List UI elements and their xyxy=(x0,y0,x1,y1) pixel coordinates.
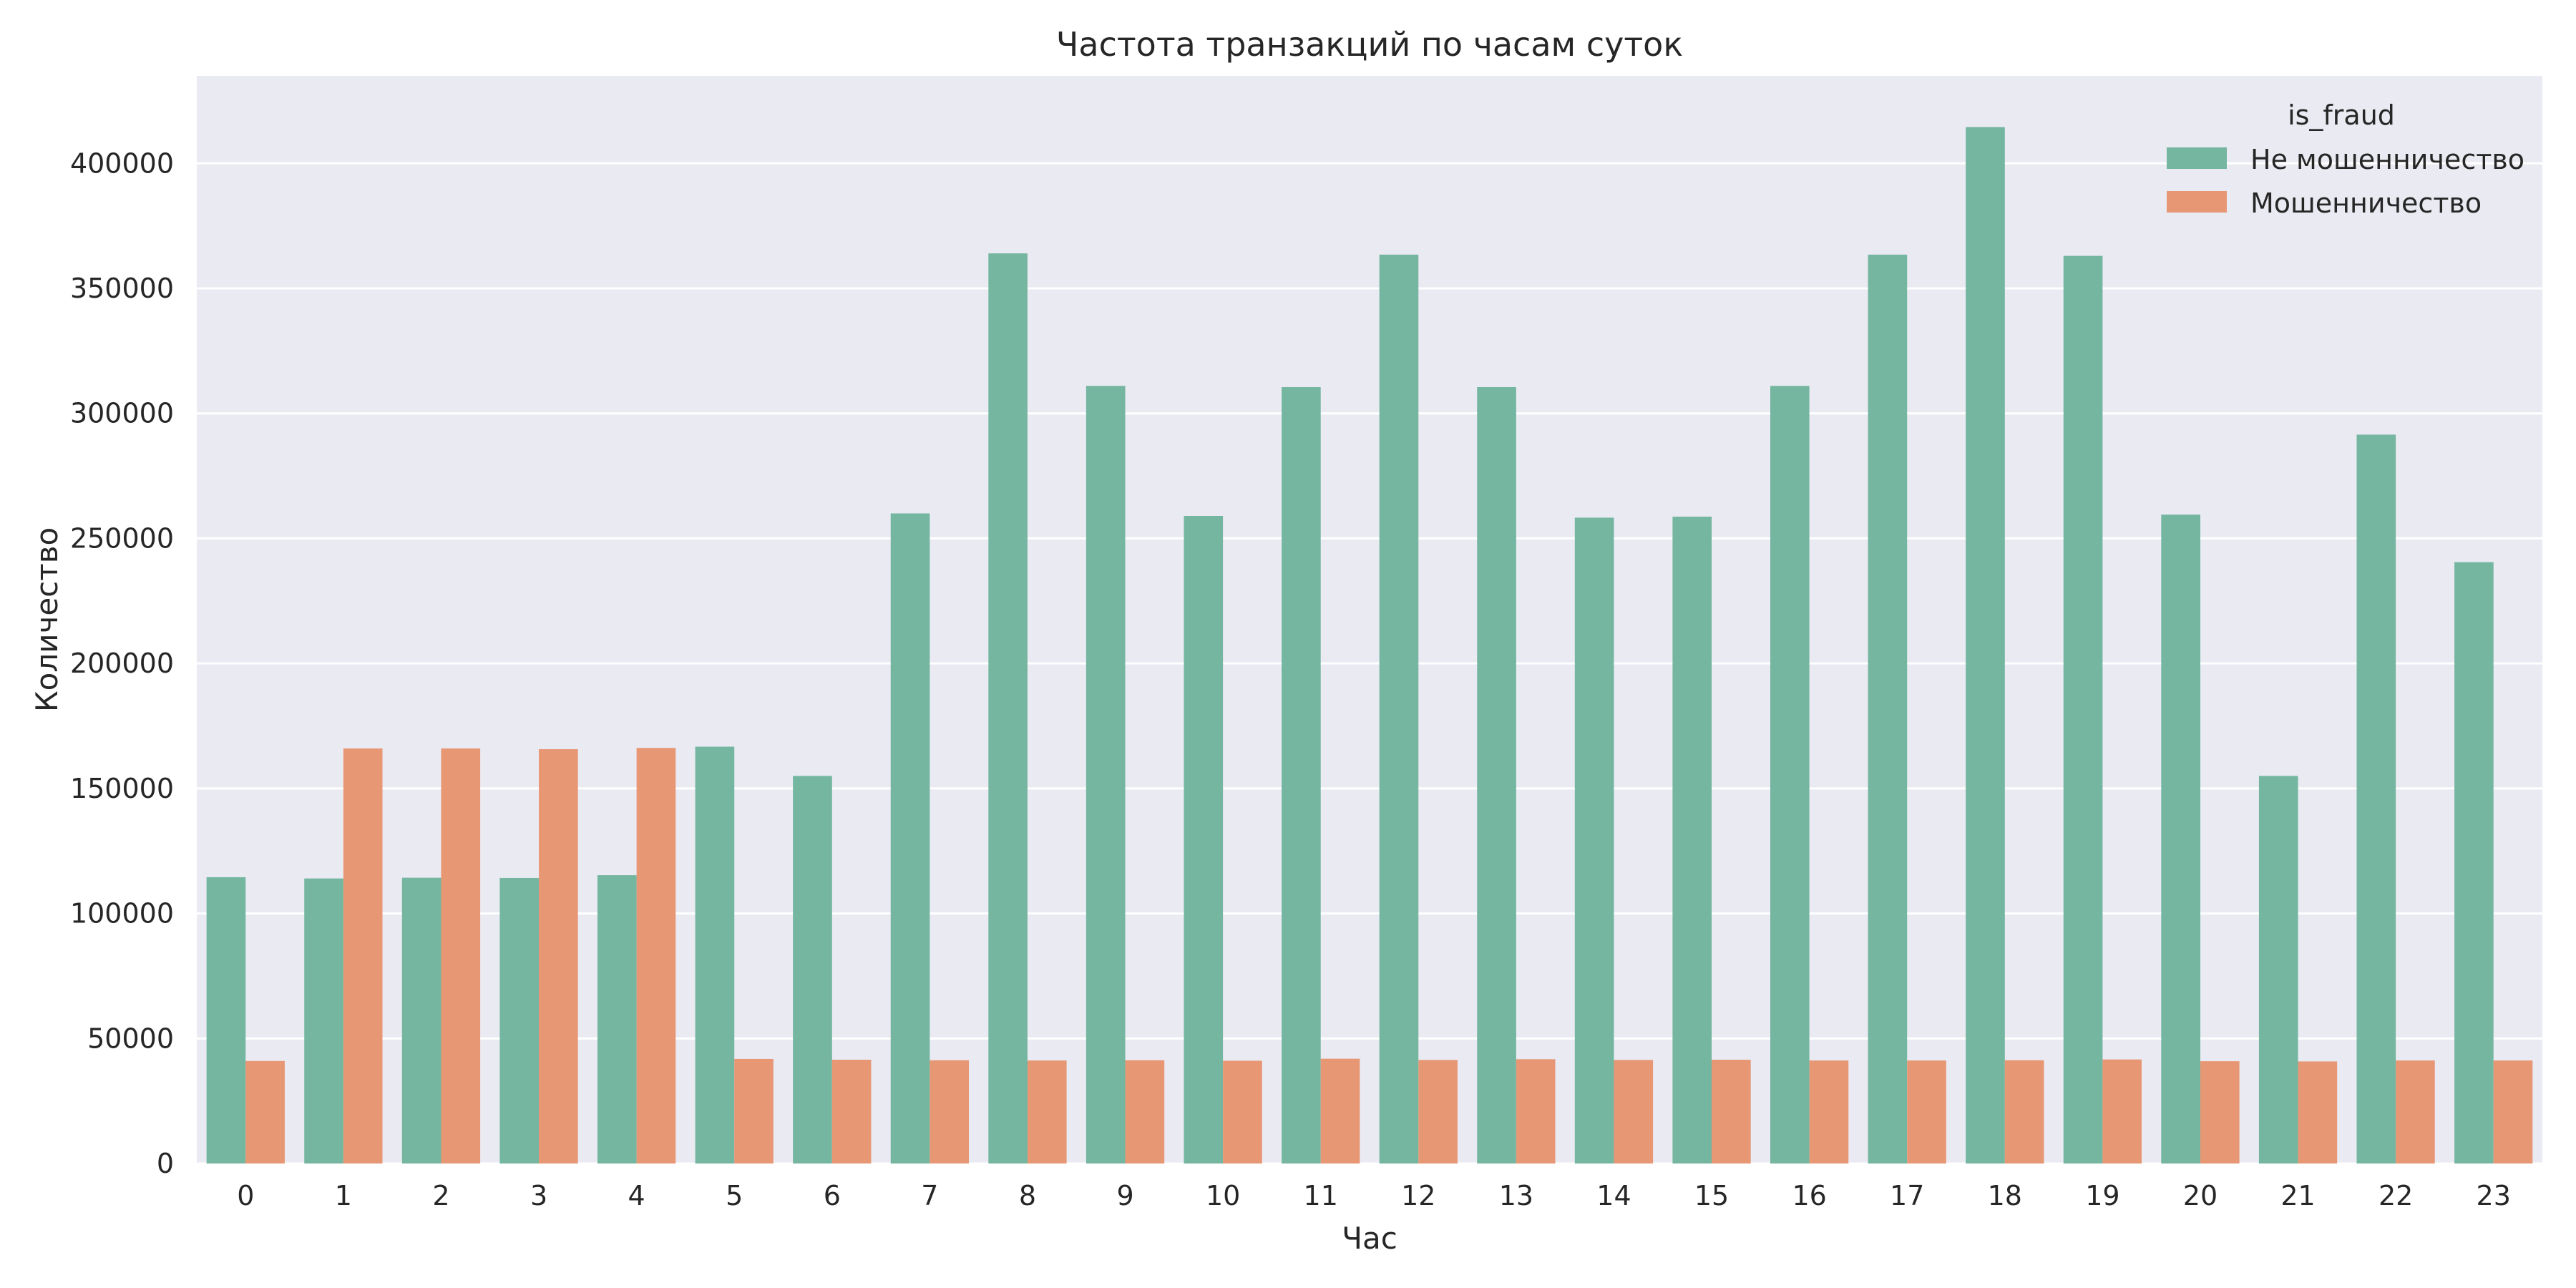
bar-fraud-hour-4 xyxy=(636,748,676,1163)
bar-fraud-hour-17 xyxy=(1907,1060,1946,1163)
bar-fraud-hour-5 xyxy=(734,1058,774,1163)
x-tick-label: 2 xyxy=(432,1180,449,1211)
bar-fraud-hour-11 xyxy=(1320,1058,1360,1163)
bar-not-fraud-hour-4 xyxy=(597,875,637,1163)
x-tick-label: 23 xyxy=(2477,1180,2511,1211)
x-tick-label: 0 xyxy=(237,1180,254,1211)
x-tick-label: 8 xyxy=(1019,1180,1036,1211)
y-tick-labels: 0 50000 100000 150000 200000 250000 300000 3500… xyxy=(70,147,174,1179)
x-tick-label: 19 xyxy=(2085,1180,2119,1211)
bar-not-fraud-hour-7 xyxy=(890,513,930,1163)
bar-not-fraud-hour-2 xyxy=(401,877,441,1163)
bar-not-fraud-hour-17 xyxy=(1868,254,1908,1163)
bar-fraud-hour-16 xyxy=(1809,1060,1849,1163)
bar-fraud-hour-1 xyxy=(343,748,383,1163)
legend: is_fraud Не мошенничество Мошенничество xyxy=(2167,99,2524,219)
x-tick-label: 11 xyxy=(1304,1180,1338,1211)
bar-not-fraud-hour-16 xyxy=(1770,386,1810,1163)
y-axis-label: Количество xyxy=(29,527,64,712)
grid-lines xyxy=(197,162,2542,1165)
y-tick-label: 350000 xyxy=(70,273,174,304)
x-axis-label: Час xyxy=(1342,1221,1397,1256)
x-tick-label: 21 xyxy=(2280,1180,2315,1211)
x-tick-label: 18 xyxy=(1988,1180,2022,1211)
x-tick-label: 6 xyxy=(824,1180,841,1211)
bar-fraud-hour-21 xyxy=(2298,1061,2338,1163)
y-tick-label: 0 xyxy=(157,1148,174,1179)
bar-not-fraud-hour-5 xyxy=(695,746,735,1163)
y-tick-label: 100000 xyxy=(70,898,174,930)
bar-fraud-hour-2 xyxy=(441,748,481,1163)
bar-not-fraud-hour-9 xyxy=(1085,386,1126,1163)
x-tick-label: 7 xyxy=(921,1180,938,1211)
bar-not-fraud-hour-6 xyxy=(793,776,832,1163)
bar-not-fraud-hour-20 xyxy=(2161,514,2200,1163)
bar-not-fraud-hour-21 xyxy=(2258,776,2298,1163)
y-tick-label: 50000 xyxy=(87,1023,174,1054)
bar-not-fraud-hour-1 xyxy=(304,878,343,1163)
bar-fraud-hour-13 xyxy=(1516,1059,1556,1163)
bar-not-fraud-hour-11 xyxy=(1282,387,1321,1164)
x-tick-label: 4 xyxy=(628,1180,645,1211)
bar-not-fraud-hour-13 xyxy=(1477,387,1516,1164)
x-tick-label: 12 xyxy=(1401,1180,1435,1211)
legend-swatch-fraud xyxy=(2167,191,2227,213)
x-tick-label: 16 xyxy=(1792,1180,1826,1211)
chart-title: Частота транзакций по часам суток xyxy=(1056,25,1683,64)
x-tick-label: 3 xyxy=(530,1180,547,1211)
bar-not-fraud-hour-12 xyxy=(1379,254,1419,1163)
bar-fraud-hour-3 xyxy=(539,749,578,1163)
bar-not-fraud-hour-22 xyxy=(2356,434,2396,1163)
x-tick-label: 20 xyxy=(2183,1180,2218,1211)
bar-fraud-hour-15 xyxy=(1712,1059,1751,1163)
legend-swatch-not-fraud xyxy=(2167,147,2227,169)
bar-fraud-hour-22 xyxy=(2396,1060,2435,1163)
x-tick-label: 5 xyxy=(726,1180,743,1211)
bar-fraud-hour-18 xyxy=(2004,1060,2044,1163)
x-tick-label: 15 xyxy=(1694,1180,1729,1211)
y-tick-label: 400000 xyxy=(70,147,174,179)
legend-label-fraud: Мошенничество xyxy=(2250,187,2482,219)
bar-fraud-hour-7 xyxy=(930,1060,970,1163)
bar-not-fraud-hour-18 xyxy=(1966,127,2005,1163)
x-tick-label: 14 xyxy=(1596,1180,1631,1211)
x-tick-labels: 0 1 2 3 4 5 6 7 8 9 10 11 12 13 14 15 16 17 18 19 20 21 22 23 xyxy=(237,1180,2511,1211)
x-tick-label: 9 xyxy=(1116,1180,1133,1211)
bar-fraud-hour-19 xyxy=(2102,1059,2142,1163)
y-tick-label: 250000 xyxy=(70,522,174,554)
bar-fraud-hour-9 xyxy=(1125,1060,1165,1163)
bar-fraud-hour-14 xyxy=(1614,1060,1654,1163)
x-tick-label: 1 xyxy=(335,1180,352,1211)
y-tick-label: 300000 xyxy=(70,398,174,429)
bar-not-fraud-hour-19 xyxy=(2063,255,2103,1164)
legend-label-not-fraud: Не мошенничество xyxy=(2250,144,2524,175)
y-tick-label: 200000 xyxy=(70,648,174,679)
x-tick-label: 10 xyxy=(1206,1180,1240,1211)
bar-fraud-hour-23 xyxy=(2493,1060,2533,1163)
legend-title: is_fraud xyxy=(2288,99,2395,131)
bar-fraud-hour-12 xyxy=(1418,1060,1458,1163)
bar-not-fraud-hour-15 xyxy=(1672,517,1712,1163)
bar-fraud-hour-6 xyxy=(831,1059,872,1163)
x-tick-label: 22 xyxy=(2379,1180,2413,1211)
x-tick-label: 13 xyxy=(1499,1180,1533,1211)
bar-not-fraud-hour-14 xyxy=(1574,517,1614,1163)
plot-background xyxy=(197,76,2542,1163)
bar-not-fraud-hour-0 xyxy=(206,877,246,1163)
x-tick-label: 17 xyxy=(1890,1180,1924,1211)
bar-not-fraud-hour-23 xyxy=(2454,562,2494,1163)
bar-not-fraud-hour-8 xyxy=(988,253,1028,1164)
bar-fraud-hour-8 xyxy=(1027,1060,1067,1163)
bar-fraud-hour-20 xyxy=(2200,1061,2240,1163)
bar-fraud-hour-10 xyxy=(1223,1060,1262,1163)
y-tick-label: 150000 xyxy=(70,773,174,804)
bar-not-fraud-hour-3 xyxy=(499,877,540,1163)
bar-not-fraud-hour-10 xyxy=(1184,515,1224,1163)
bars xyxy=(206,127,2533,1164)
bar-fraud-hour-0 xyxy=(245,1060,285,1163)
